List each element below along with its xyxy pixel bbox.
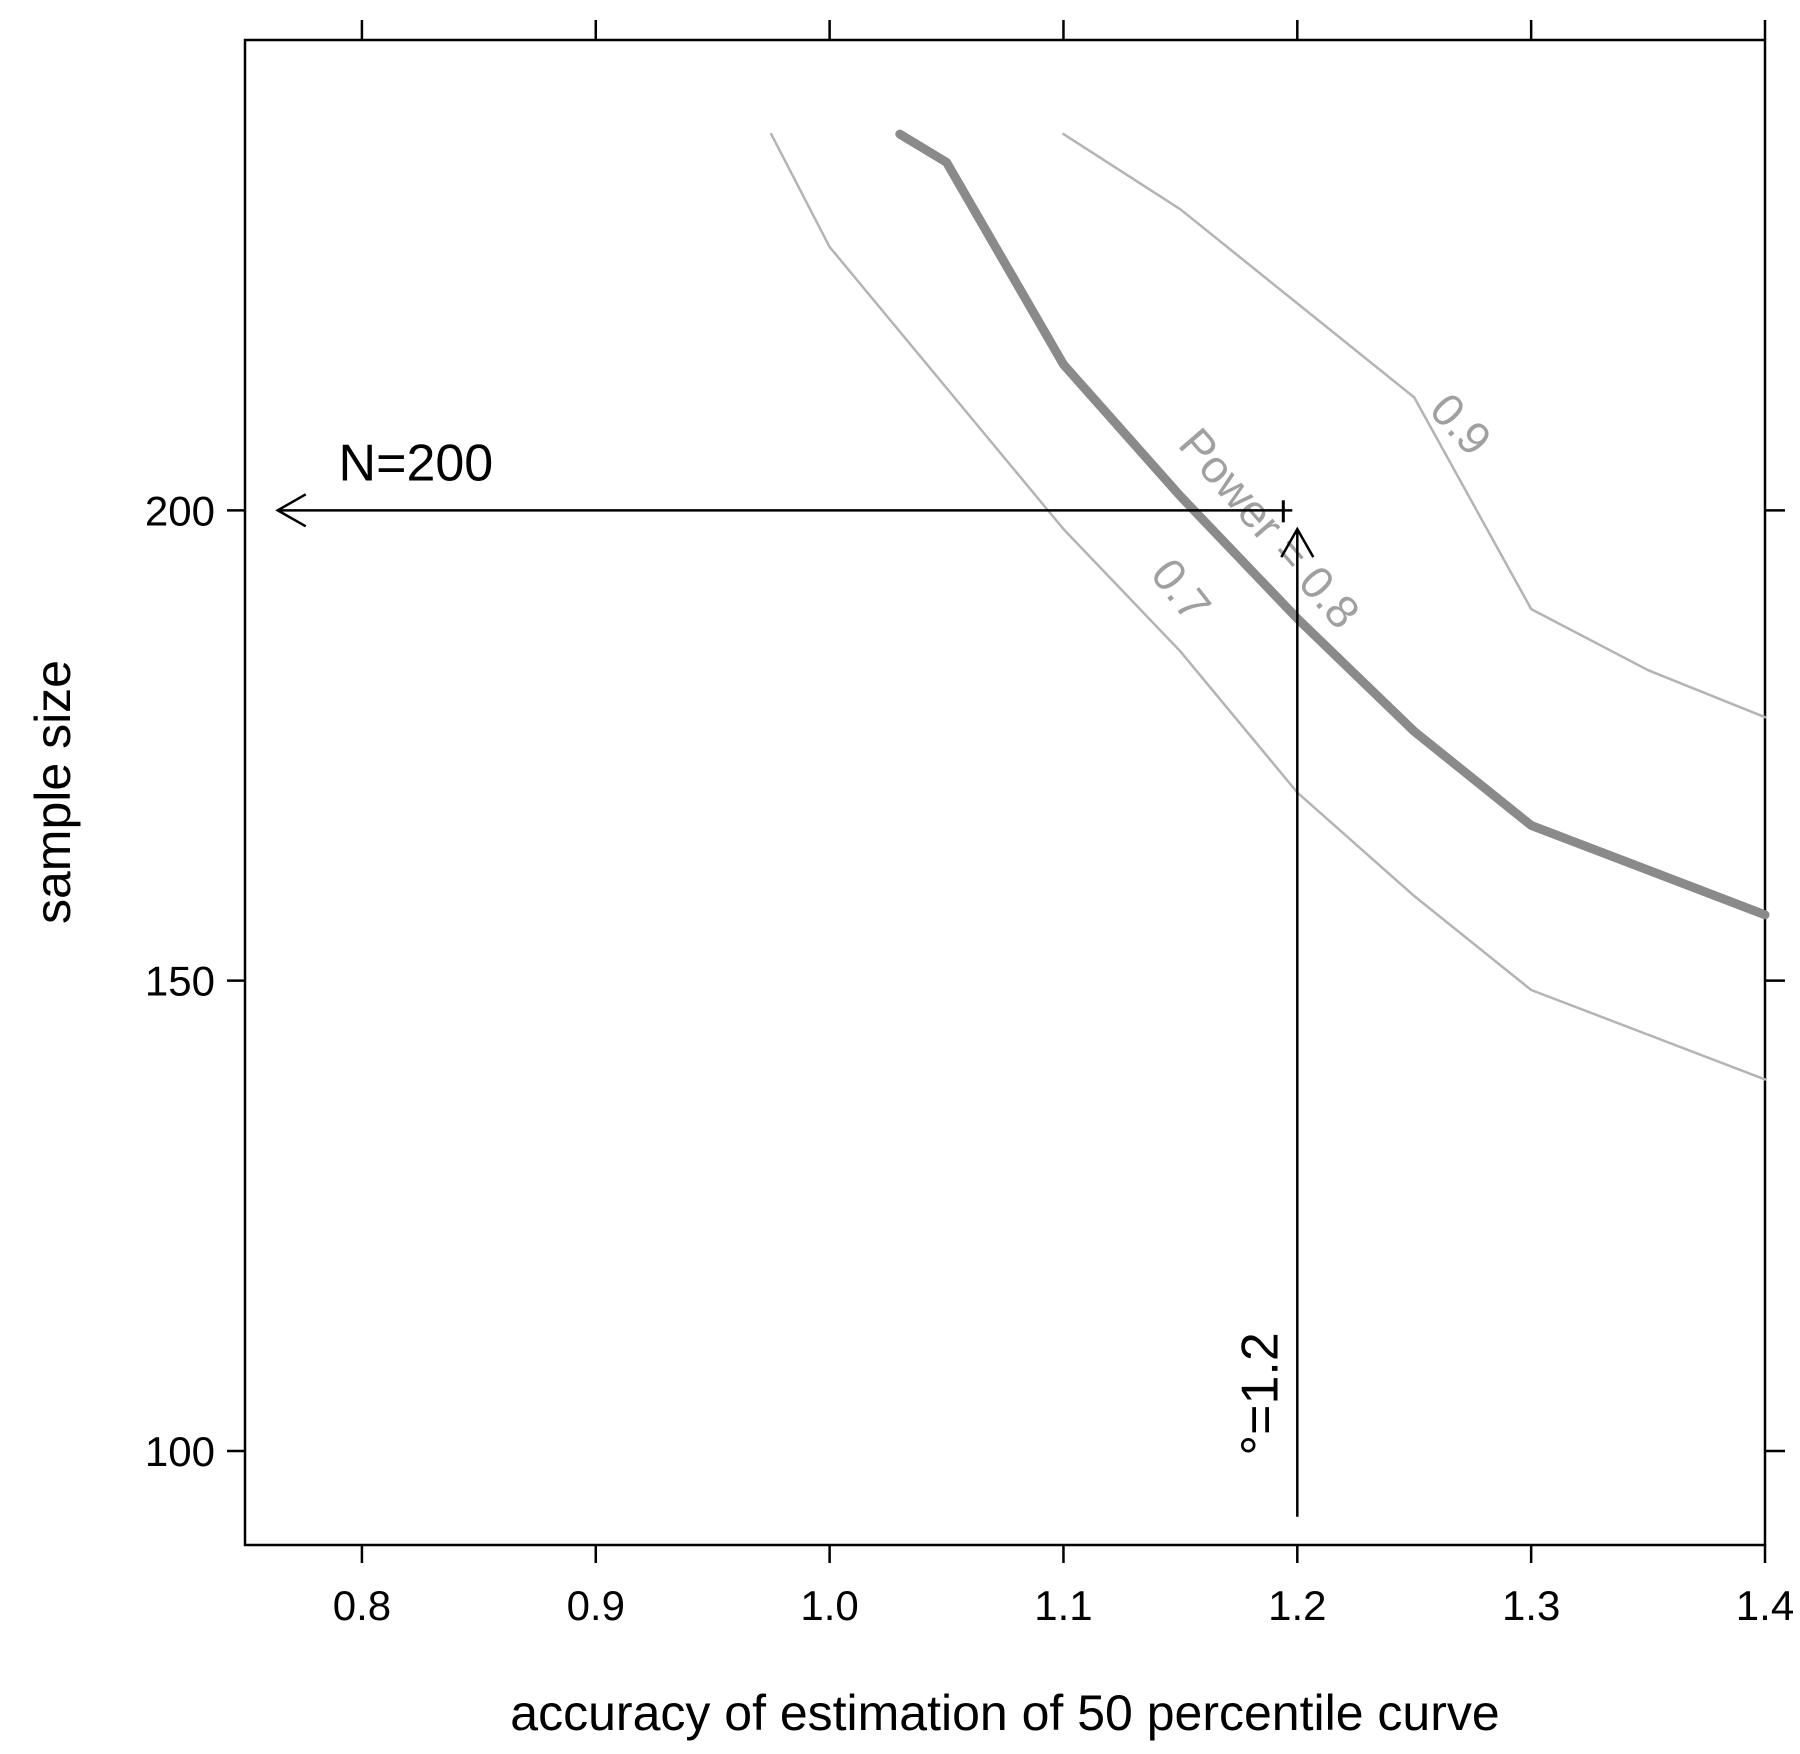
arrow-acc-head: [1280, 526, 1315, 558]
x-tick-label: 1.0: [800, 1582, 858, 1629]
y-axis: 100 150 200: [145, 487, 1785, 1475]
annotation-accuracy: °=1.2: [1231, 1332, 1289, 1455]
x-axis: 0.8 0.9 1.0 1.1 1.2 1.3 1.4: [333, 20, 1794, 1629]
x-axis-title: accuracy of estimation of 50 percentile …: [510, 1685, 1499, 1741]
annotations: N=200 °=1.2: [275, 434, 1315, 1517]
x-tick-label: 0.8: [333, 1582, 391, 1629]
plot-frame: [243, 38, 1767, 1547]
annotation-n200: N=200: [339, 434, 494, 492]
x-tick-label: 0.9: [567, 1582, 625, 1629]
y-tick-label: 100: [145, 1428, 215, 1475]
x-tick-label: 1.2: [1268, 1582, 1326, 1629]
arrow-n200-head: [275, 493, 307, 528]
y-axis-title: sample size: [25, 660, 81, 924]
x-tick-label: 1.3: [1502, 1582, 1560, 1629]
x-tick-label: 1.1: [1034, 1582, 1092, 1629]
y-tick-label: 150: [145, 958, 215, 1005]
series-line-1: [895, 129, 1770, 920]
contour-label-0: 0.7: [1141, 549, 1221, 631]
y-tick-label: 200: [145, 487, 215, 534]
x-tick-label: 1.4: [1736, 1582, 1794, 1629]
series-line-0: [769, 132, 1767, 1081]
contour-label-2: 0.9: [1420, 383, 1502, 465]
series-line-2: [1062, 132, 1767, 719]
